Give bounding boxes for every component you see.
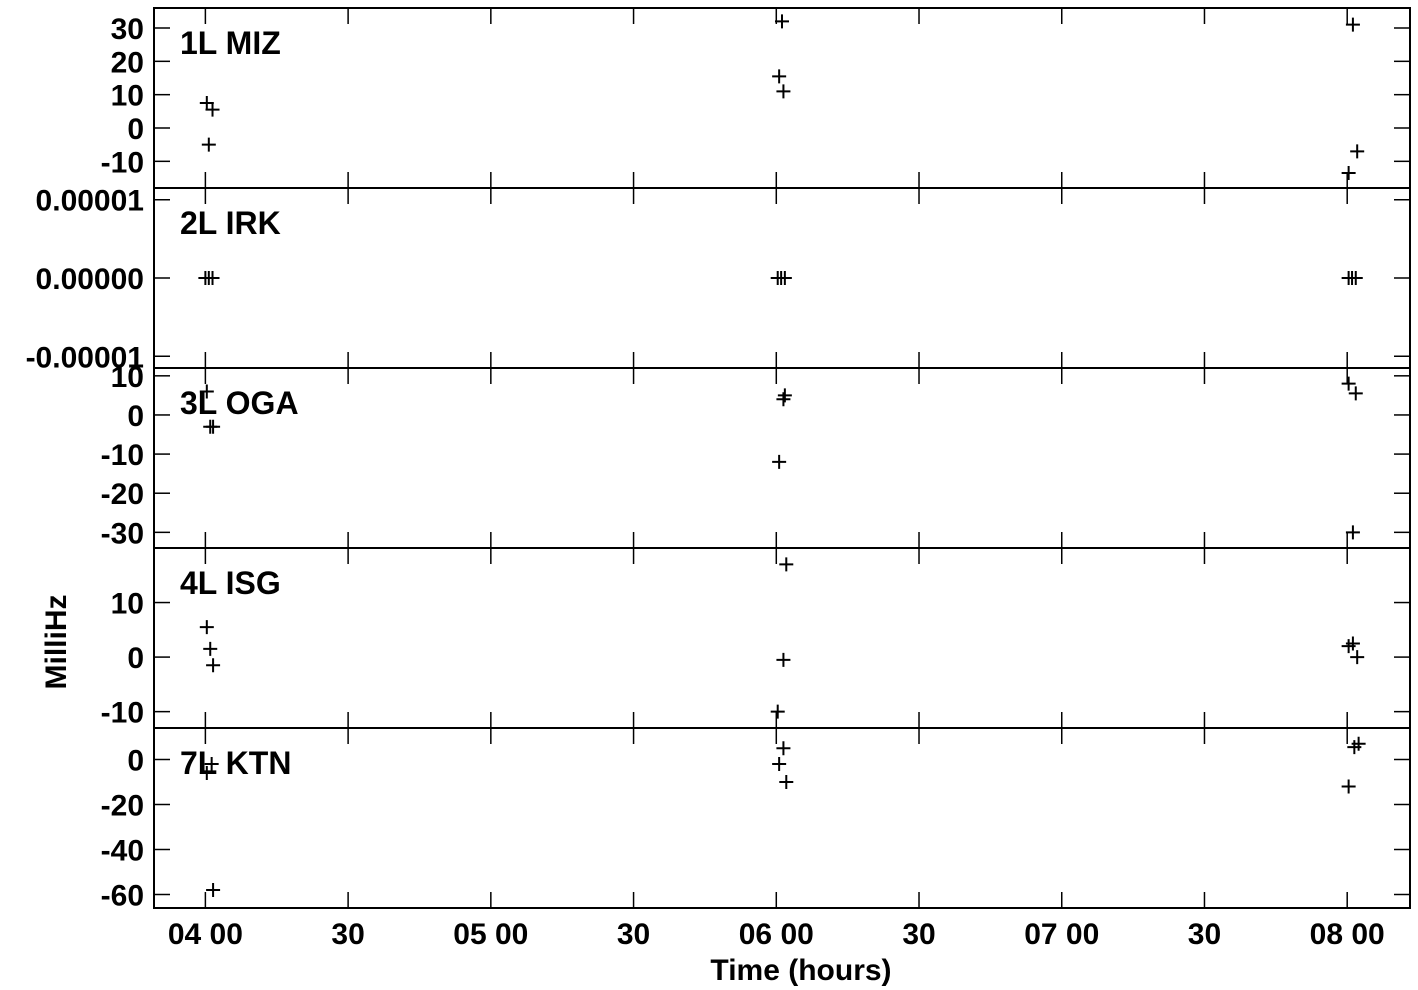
x-tick-label: 30 (617, 918, 650, 951)
y-tick-label: -30 (101, 517, 144, 550)
x-tick-label: 30 (1188, 918, 1221, 951)
y-tick-label: -20 (101, 790, 144, 823)
panel-5: 0 -20 -40 -60 7L KTN (101, 727, 1411, 913)
y-tick-label: 30 (111, 13, 144, 46)
x-tick-label: 05 00 (453, 918, 528, 951)
data-point (776, 84, 791, 99)
data-point (772, 757, 787, 771)
panel-label: 2L IRK (180, 205, 281, 241)
data-point (201, 137, 216, 152)
data-point (1351, 736, 1366, 751)
y-axis-title: MilliHz (40, 595, 73, 690)
panel-4: 10 0 -10 4L ISG (101, 547, 1411, 730)
data-point (205, 102, 220, 117)
y-tick-label: -40 (101, 835, 144, 868)
y-tick-label: -0.00001 (26, 341, 144, 374)
y-tick-label: 10 (111, 80, 144, 113)
data-point (206, 419, 221, 434)
data-point (199, 384, 214, 399)
data-point (199, 620, 214, 635)
panel-label: 7L KTN (180, 745, 291, 781)
y-tick-label: 0 (127, 113, 144, 146)
y-tick-label: 0.00001 (36, 185, 144, 218)
data-point (1345, 636, 1360, 651)
y-tick-label: -10 (101, 146, 144, 179)
data-point (772, 69, 787, 84)
y-tick-label: 0 (127, 400, 144, 433)
x-tick-label: 04 00 (168, 918, 243, 951)
x-tick-label: 06 00 (739, 918, 814, 951)
panel-label: 3L OGA (180, 385, 299, 421)
x-tick-label: 07 00 (1024, 918, 1099, 951)
x-axis-title: Time (hours) (710, 954, 891, 987)
data-point (779, 557, 794, 572)
data-point (776, 741, 791, 756)
panel-2: 0.00001 0.00000 -0.00001 2L IRK (26, 185, 1411, 374)
panel-frame (153, 547, 1411, 729)
x-tick-label: 30 (331, 918, 364, 951)
data-point (1348, 386, 1363, 401)
data-point (1345, 525, 1360, 540)
data-point (770, 704, 785, 719)
data-point (199, 766, 214, 780)
data-point (1341, 166, 1356, 180)
data-point (205, 271, 220, 285)
data-point (1341, 779, 1356, 794)
y-tick-label: 10 (111, 588, 144, 621)
x-tick-label: 08 00 (1310, 918, 1385, 951)
data-point (203, 641, 218, 656)
y-tick-label: -10 (101, 439, 144, 472)
data-point (206, 658, 221, 673)
data-point (199, 96, 214, 110)
data-point (1345, 17, 1360, 32)
panel-3: 10 0 -10 -20 -30 3L OGA (101, 361, 1411, 550)
y-tick-label: 0 (127, 642, 144, 675)
data-point (777, 388, 792, 403)
x-tick-label: 30 (902, 918, 935, 951)
y-tick-label: -60 (101, 880, 144, 913)
panel-label: 1L MIZ (180, 25, 281, 61)
y-tick-label: -20 (101, 478, 144, 511)
y-tick-label: 20 (111, 46, 144, 79)
y-tick-label: -10 (101, 697, 144, 730)
data-point (779, 775, 794, 789)
panel-frame (153, 7, 1411, 189)
y-tick-label: 0 (127, 745, 144, 778)
data-point (1350, 650, 1365, 665)
x-axis: 04 00 30 05 00 30 06 00 30 07 00 30 08 00 (168, 918, 1385, 951)
data-point (776, 652, 791, 667)
data-point (777, 271, 792, 285)
panel-label: 4L ISG (180, 565, 281, 601)
y-tick-label: 0.00000 (36, 263, 144, 296)
data-point (1350, 144, 1365, 159)
data-point (204, 757, 219, 771)
data-point (775, 14, 789, 29)
data-point (1348, 271, 1363, 285)
data-point (772, 454, 787, 469)
data-point (1341, 376, 1356, 391)
panel-frame (153, 727, 1411, 909)
data-point (206, 883, 221, 897)
y-tick-label: 10 (111, 361, 144, 394)
